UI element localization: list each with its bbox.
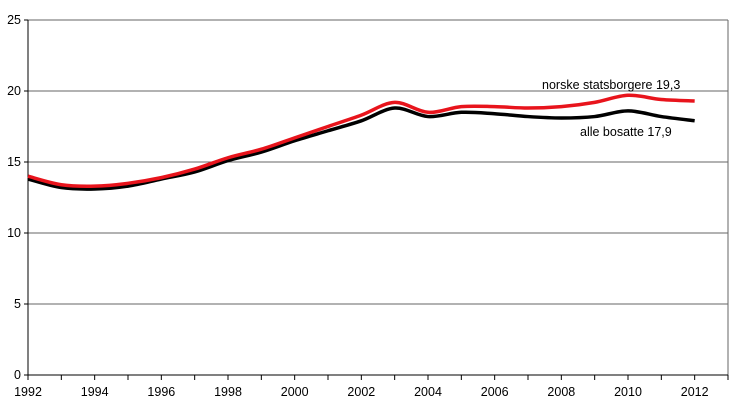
x-tick-label: 1998 bbox=[214, 385, 242, 399]
x-tick-label: 2004 bbox=[414, 385, 442, 399]
y-tick-label: 5 bbox=[14, 297, 21, 311]
y-tick-label: 15 bbox=[7, 155, 21, 169]
y-tick-label: 10 bbox=[7, 226, 21, 240]
x-tick-label: 2002 bbox=[347, 385, 375, 399]
x-tick-label: 2010 bbox=[614, 385, 642, 399]
y-tick-label: 20 bbox=[7, 84, 21, 98]
y-tick-label: 25 bbox=[7, 13, 21, 27]
series-line-alle-bosatte bbox=[27, 106, 695, 191]
x-tick-label: 2000 bbox=[281, 385, 309, 399]
label-norske-statsborgere: norske statsborgere 19,3 bbox=[542, 78, 680, 92]
x-tick-label: 1994 bbox=[81, 385, 109, 399]
x-tick-label: 2006 bbox=[481, 385, 509, 399]
label-alle-bosatte: alle bosatte 17,9 bbox=[580, 125, 672, 139]
x-tick-label: 2008 bbox=[547, 385, 575, 399]
y-tick-label: 0 bbox=[14, 368, 21, 382]
x-tick-label: 1996 bbox=[147, 385, 175, 399]
series-line-norske-statsborgere bbox=[27, 93, 695, 189]
x-tick-label: 2012 bbox=[681, 385, 709, 399]
x-tick-label: 1992 bbox=[14, 385, 42, 399]
